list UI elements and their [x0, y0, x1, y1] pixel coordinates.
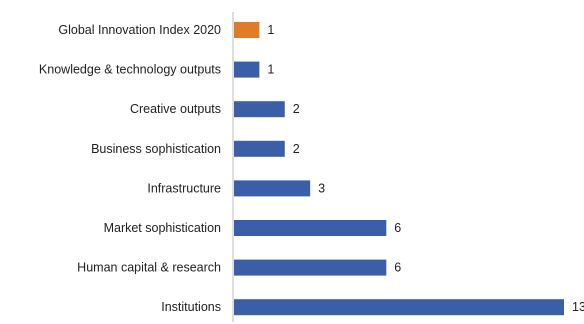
bar: [234, 61, 260, 78]
bar: [234, 101, 285, 118]
category-label: Knowledge & technology outputs: [39, 63, 221, 77]
category-label: Global Innovation Index 2020: [58, 23, 221, 37]
value-label: 13: [572, 300, 584, 314]
category-label: Business sophistication: [91, 142, 221, 156]
value-label: 6: [394, 221, 401, 235]
bar: [234, 22, 260, 38]
category-label: Infrastructure: [147, 181, 221, 195]
bar: [234, 140, 285, 157]
bar: [234, 259, 387, 276]
value-label: 1: [267, 23, 274, 37]
category-label: Institutions: [161, 300, 221, 314]
value-label: 2: [293, 102, 300, 116]
value-label: 1: [267, 63, 274, 77]
value-label: 2: [293, 142, 300, 156]
bar: [234, 220, 387, 236]
value-label: 6: [394, 261, 401, 275]
category-label: Human capital & research: [77, 261, 221, 275]
bar: [234, 299, 564, 316]
category-label: Market sophistication: [104, 221, 221, 235]
value-label: 3: [318, 181, 325, 195]
bar: [234, 180, 311, 197]
category-label: Creative outputs: [130, 102, 221, 116]
